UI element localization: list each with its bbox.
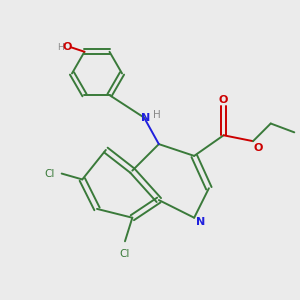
- Text: H: H: [57, 43, 64, 52]
- Text: O: O: [219, 95, 228, 105]
- Text: O: O: [62, 42, 71, 52]
- Text: H: H: [153, 110, 160, 120]
- Text: Cl: Cl: [120, 249, 130, 259]
- Text: Cl: Cl: [44, 169, 55, 178]
- Text: O: O: [254, 142, 263, 153]
- Text: N: N: [196, 217, 205, 227]
- Text: N: N: [141, 112, 150, 123]
